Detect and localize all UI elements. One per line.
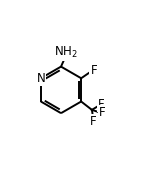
Text: F: F — [90, 64, 97, 77]
Text: F: F — [99, 106, 105, 119]
Text: N: N — [36, 72, 45, 85]
Text: F: F — [90, 115, 96, 128]
Text: NH$_2$: NH$_2$ — [54, 45, 78, 61]
Text: F: F — [97, 98, 104, 111]
